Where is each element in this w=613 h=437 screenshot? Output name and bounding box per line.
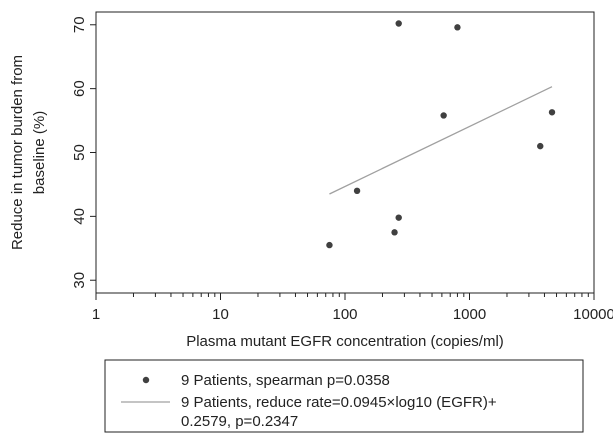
x-axis: 1 10 100 1000 10000 [92, 293, 613, 323]
y-tick-label: 70 [71, 16, 88, 33]
x-tick-label: 10 [212, 306, 229, 323]
data-point [440, 112, 447, 119]
y-axis-label-line: Reduce in tumor burden from [9, 55, 26, 250]
fit-line [329, 86, 553, 195]
data-marks [326, 20, 556, 249]
data-point [353, 187, 361, 195]
legend-text: 9 Patients, reduce rate=0.0945×log10 (EG… [181, 394, 497, 411]
legend-text: 9 Patients, spearman p=0.0358 [181, 372, 390, 389]
x-tick-label: 1 [92, 306, 100, 323]
data-point [326, 241, 333, 249]
legend-box [104, 359, 584, 433]
data-point [391, 229, 398, 236]
data-point [395, 214, 402, 221]
data-point [548, 109, 556, 116]
y-axis-label: Reduce in tumor burden from baseline (%) [9, 55, 48, 250]
y-tick-label: 40 [71, 208, 88, 225]
y-tick-label: 60 [71, 80, 88, 97]
x-tick-label: 10000 [573, 306, 613, 323]
legend: 9 Patients, spearman p=0.0358 9 Patients,… [104, 359, 584, 433]
x-tick-label: 1000 [453, 306, 486, 323]
data-point [454, 24, 461, 31]
legend-dot-marker [142, 376, 150, 384]
legend-text: 0.2579, p=0.2347 [181, 413, 298, 430]
plot-area [95, 11, 595, 294]
data-point [395, 20, 402, 27]
x-axis-label: Plasma mutant EGFR concentration (copies… [186, 333, 504, 350]
data-point [537, 142, 544, 150]
y-axis-label-line: baseline (%) [31, 111, 48, 194]
plot-frame [95, 11, 595, 294]
y-tick-label: 50 [71, 144, 88, 161]
y-tick-label: 30 [71, 272, 88, 289]
y-axis: 30 40 50 60 70 [71, 16, 96, 289]
x-tick-label: 100 [332, 306, 357, 323]
